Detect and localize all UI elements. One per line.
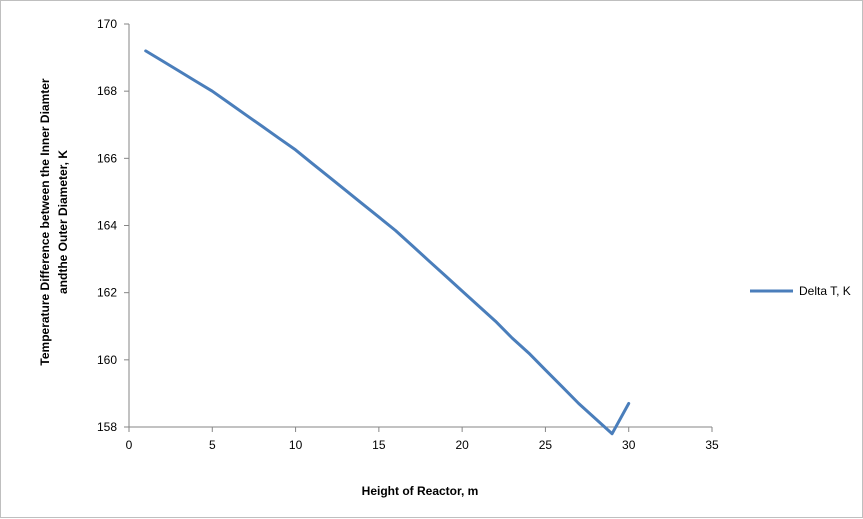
x-tick-label: 15 <box>372 438 386 452</box>
y-axis-title-line-2: andthe Outer Diameter, K <box>56 150 70 294</box>
series-layer <box>144 49 631 436</box>
ticks: 0 5 10 15 20 25 30 35 158 160 162 164 166 168 170 <box>97 17 719 452</box>
y-axis-title-line-1: Temperature Difference between the Inner… <box>38 78 52 366</box>
x-tick-label: 10 <box>289 438 303 452</box>
legend: Delta T, K <box>750 284 851 298</box>
x-tick-label: 35 <box>705 438 719 452</box>
y-tick-label: 170 <box>97 17 117 31</box>
x-tick-label: 0 <box>126 438 133 452</box>
y-tick-label: 158 <box>97 420 117 434</box>
y-tick-label: 160 <box>97 353 117 367</box>
axes <box>128 24 712 428</box>
series-line-delta-t <box>144 49 631 436</box>
y-tick-label: 162 <box>97 286 117 300</box>
legend-label: Delta T, K <box>799 284 851 298</box>
y-tick-label: 164 <box>97 219 117 233</box>
x-axis-title: Height of Reactor, m <box>362 484 479 498</box>
x-tick-label: 5 <box>209 438 216 452</box>
y-tick-label: 166 <box>97 151 117 165</box>
x-tick-label: 25 <box>539 438 553 452</box>
x-tick-label: 20 <box>455 438 469 452</box>
y-tick-label: 168 <box>97 84 117 98</box>
x-tick-label: 30 <box>622 438 636 452</box>
